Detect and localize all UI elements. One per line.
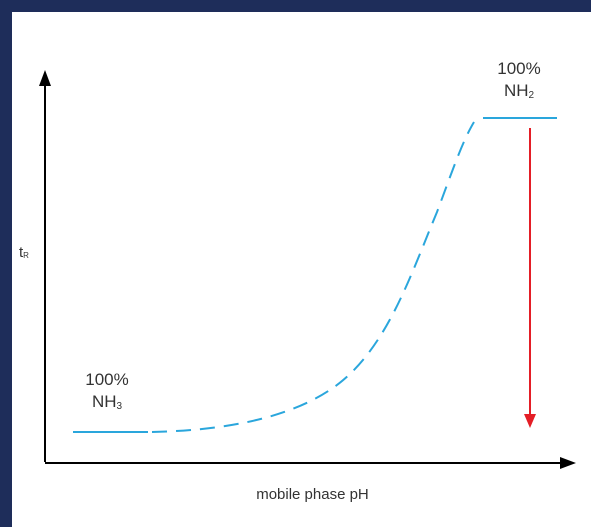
nh2-formula-subscript: 2: [528, 90, 535, 101]
nh3-formula-base: NH: [91, 392, 117, 411]
dashed-retention-curve: [151, 121, 475, 433]
nh3-formula-subscript: 3: [116, 401, 123, 412]
y-axis-label-base: t: [19, 244, 24, 261]
retention-diagram: [39, 70, 576, 469]
y-axis-label-subscript: R: [23, 251, 29, 260]
x-axis-arrowhead: [560, 457, 576, 469]
nh3-formula: NH3: [72, 391, 142, 418]
diagram-panel: 100% NH3 100% NH2 tR mobile phase pH: [12, 12, 591, 527]
nh2-percent: 100%: [497, 59, 541, 78]
red-down-arrowhead: [524, 414, 536, 428]
x-axis-label: mobile phase pH: [256, 486, 369, 503]
y-axis-label: tR: [19, 244, 29, 261]
nh3-label: 100% NH3: [72, 369, 142, 418]
y-axis-arrowhead: [39, 70, 51, 86]
nh2-formula: NH2: [484, 80, 554, 107]
nh2-label: 100% NH2: [484, 58, 554, 107]
nh2-formula-base: NH: [503, 81, 529, 100]
nh3-percent: 100%: [85, 370, 129, 389]
